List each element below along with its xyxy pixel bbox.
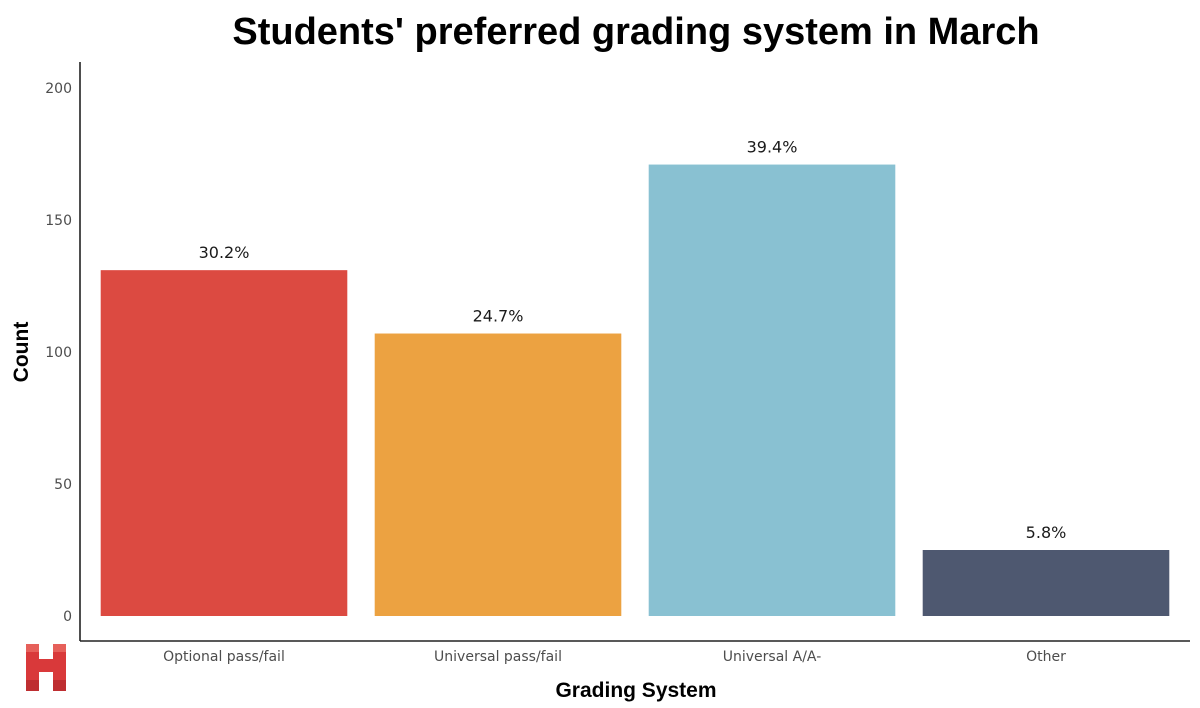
bars — [100, 164, 1170, 616]
bar-value-label: 5.8% — [1026, 523, 1067, 542]
x-tick-label: Universal pass/fail — [434, 649, 562, 665]
x-tick-label: Universal A/A- — [723, 649, 822, 665]
bar — [922, 550, 1170, 616]
y-tick-label: 0 — [63, 609, 72, 625]
y-tick-label: 200 — [45, 81, 72, 97]
y-tick-label: 100 — [45, 345, 72, 361]
x-tick-label: Optional pass/fail — [163, 649, 285, 665]
x-axis-ticks: Optional pass/fail Universal pass/fail Uni… — [163, 649, 1066, 665]
bar-value-label: 30.2% — [199, 243, 250, 262]
bar-value-label: 39.4% — [747, 138, 798, 157]
y-axis-title: Count — [10, 322, 33, 383]
bar — [100, 270, 348, 616]
data-labels: 30.2% 24.7% 39.4% 5.8% — [199, 138, 1067, 542]
bar-value-label: 24.7% — [473, 307, 524, 326]
h-logo-icon — [26, 644, 66, 691]
chart-title: Students' preferred grading system in Ma… — [232, 11, 1039, 53]
bar — [374, 333, 622, 616]
y-axis-ticks: 0 50 100 150 200 — [45, 81, 72, 625]
bar — [648, 164, 896, 616]
x-axis-title: Grading System — [555, 679, 716, 702]
y-tick-label: 50 — [54, 477, 72, 493]
x-tick-label: Other — [1026, 649, 1066, 665]
y-tick-label: 150 — [45, 213, 72, 229]
